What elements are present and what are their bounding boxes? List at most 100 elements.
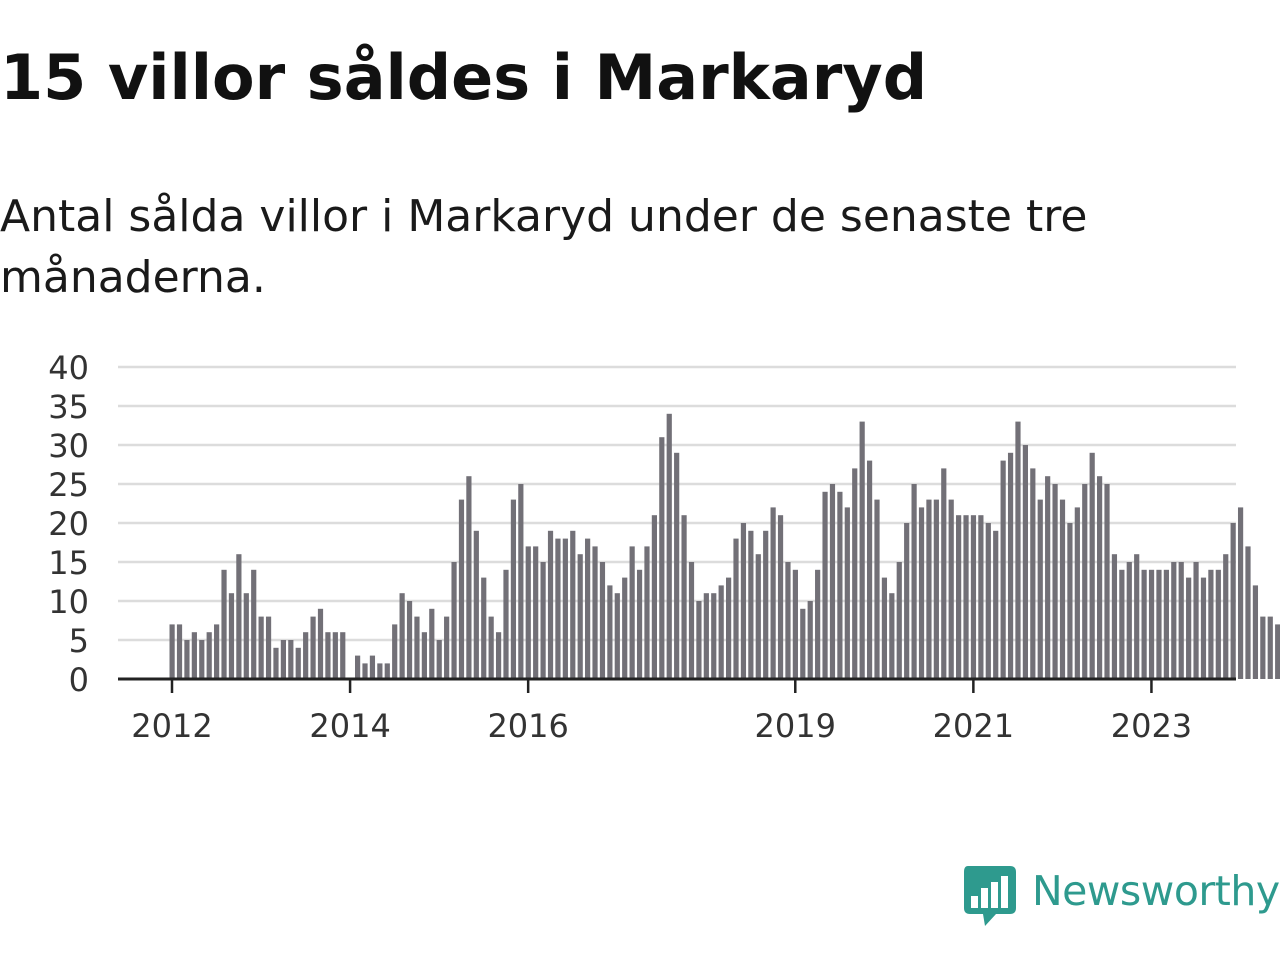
bar — [562, 538, 568, 679]
bar — [265, 616, 272, 679]
bar — [1134, 554, 1140, 679]
bar — [533, 546, 539, 679]
x-tick-label: 2014 — [309, 707, 390, 745]
bar — [644, 546, 650, 679]
bar — [792, 569, 798, 679]
bar — [688, 562, 695, 679]
bar — [273, 647, 279, 679]
bar — [191, 632, 197, 679]
bar — [243, 593, 249, 679]
bar — [488, 616, 494, 679]
bar — [1223, 554, 1229, 679]
bar — [317, 608, 324, 679]
bar — [1097, 476, 1103, 679]
bar — [978, 515, 984, 679]
bar — [1007, 452, 1014, 679]
y-tick-label: 10 — [48, 583, 89, 621]
bar — [169, 624, 175, 679]
bar — [1082, 484, 1088, 679]
bar — [829, 484, 836, 679]
bar — [599, 562, 606, 679]
bar — [1022, 445, 1028, 679]
bar — [444, 616, 450, 679]
bar — [1156, 569, 1162, 679]
bar — [510, 499, 517, 679]
bar — [837, 491, 843, 679]
bar — [325, 632, 331, 679]
bar — [1208, 569, 1214, 679]
bar — [310, 616, 316, 679]
bar — [503, 569, 509, 679]
bar — [540, 562, 546, 679]
bar — [763, 530, 769, 679]
bar — [495, 632, 502, 679]
bar — [800, 608, 806, 679]
bar — [392, 624, 398, 679]
bar — [896, 562, 902, 679]
bar — [221, 569, 227, 679]
bar — [807, 601, 813, 679]
bar — [280, 640, 286, 679]
x-axis — [118, 677, 1236, 693]
bar — [1252, 585, 1259, 679]
bar — [822, 491, 828, 679]
bar — [199, 640, 205, 679]
bar — [844, 507, 850, 679]
bar — [577, 554, 583, 679]
bar — [1111, 554, 1118, 679]
bar — [874, 499, 880, 679]
bar — [295, 647, 301, 679]
bar — [948, 499, 954, 679]
bar — [1215, 569, 1221, 679]
bar — [666, 413, 672, 679]
bar — [473, 530, 479, 679]
bar — [1230, 523, 1236, 679]
bar — [458, 499, 465, 679]
bar — [651, 515, 657, 679]
x-tick-label: 2021 — [933, 707, 1014, 745]
bar — [355, 655, 361, 679]
bar — [859, 421, 865, 679]
bar — [1141, 569, 1147, 679]
bar — [718, 585, 724, 679]
bar — [777, 515, 784, 679]
bar — [1267, 616, 1273, 679]
bar — [933, 499, 939, 679]
bar — [1074, 507, 1080, 679]
y-tick-label: 5 — [69, 622, 89, 660]
bar — [570, 530, 576, 679]
bar — [414, 616, 420, 679]
bar — [1104, 484, 1110, 679]
bar — [362, 663, 368, 679]
x-axis-tick-labels: 2012201420162019202120232025 — [131, 707, 1192, 745]
bar — [585, 538, 591, 679]
bar — [659, 437, 665, 679]
bar — [377, 663, 383, 679]
bar — [941, 468, 947, 679]
bar — [622, 577, 628, 679]
bar — [1171, 562, 1177, 679]
bar — [466, 476, 472, 679]
bar — [1200, 577, 1207, 679]
bar — [384, 663, 390, 679]
bar — [592, 546, 598, 679]
bar — [288, 640, 294, 679]
bar — [904, 523, 910, 679]
bar — [815, 569, 821, 679]
bar — [184, 640, 190, 679]
x-tick-label: 2023 — [1111, 707, 1192, 745]
bar — [1126, 562, 1132, 679]
bar — [421, 632, 427, 679]
bar — [918, 507, 925, 679]
bar — [785, 562, 791, 679]
bar — [1045, 476, 1051, 679]
x-tick-label: 2012 — [131, 707, 212, 745]
bar — [399, 593, 405, 679]
bar — [1193, 562, 1199, 679]
bar — [332, 632, 338, 679]
bar — [1000, 460, 1006, 679]
bar — [214, 624, 220, 679]
bar — [985, 523, 991, 679]
bar — [1237, 507, 1244, 679]
